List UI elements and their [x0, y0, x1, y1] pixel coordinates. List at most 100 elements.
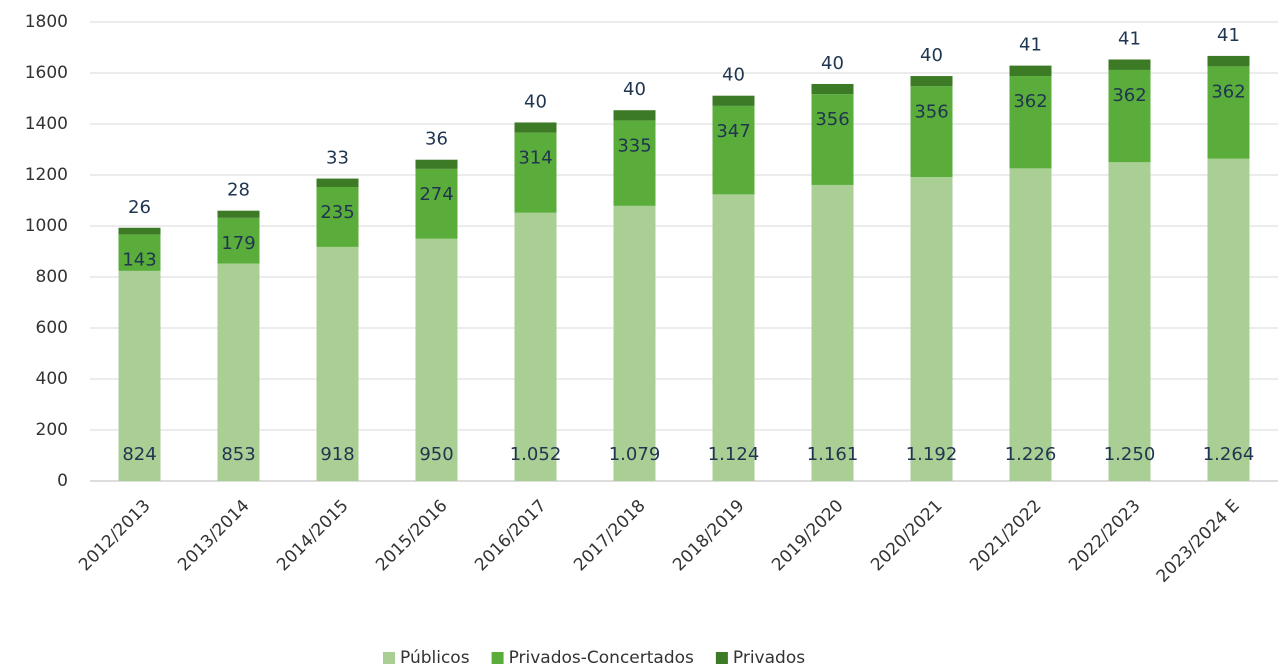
bar-segment	[811, 94, 854, 185]
data-label: 950	[419, 444, 453, 465]
data-label: 40	[821, 53, 844, 74]
data-label: 26	[128, 197, 151, 218]
x-tick-label: 2014/2015	[273, 496, 352, 575]
bar-segment	[316, 186, 359, 247]
data-label: 40	[722, 65, 745, 86]
data-label: 41	[1019, 35, 1042, 56]
x-tick-label: 2013/2014	[174, 496, 253, 575]
legend-swatch	[383, 652, 395, 664]
data-label: 1.250	[1104, 444, 1156, 465]
bar-segment	[613, 110, 656, 121]
x-tick-label: 2016/2017	[471, 496, 550, 575]
bar-segment	[1207, 158, 1250, 481]
bar-segment	[1207, 66, 1250, 159]
y-tick-label: 1000	[25, 216, 68, 236]
data-label: 347	[716, 121, 750, 142]
data-label: 33	[326, 148, 349, 169]
bar-segment	[118, 234, 161, 271]
bar-segment	[415, 159, 458, 169]
data-label: 362	[1112, 85, 1146, 106]
bar-segment	[1108, 162, 1151, 481]
data-label: 1.264	[1203, 444, 1255, 465]
x-tick-label: 2012/2013	[75, 496, 154, 575]
bar-segment	[217, 263, 260, 481]
y-tick-label: 800	[36, 267, 68, 287]
bar-segment	[514, 132, 557, 213]
legend-label: Privados-Concertados	[509, 648, 694, 668]
data-label: 1.226	[1005, 444, 1057, 465]
data-label: 356	[914, 101, 948, 122]
legend-swatch	[715, 652, 728, 664]
x-tick-label: 2023/2024 E	[1153, 496, 1244, 587]
bar-segment	[118, 227, 161, 235]
bar-segment	[316, 246, 359, 481]
x-tick-label: 2018/2019	[669, 496, 748, 575]
bar-segment	[514, 212, 557, 482]
y-tick-label: 1200	[25, 165, 68, 185]
x-tick-label: 2017/2018	[570, 496, 649, 575]
data-label: 335	[617, 135, 651, 156]
data-label: 40	[920, 45, 943, 66]
bar-segment	[1207, 55, 1250, 67]
y-tick-label: 1600	[25, 63, 68, 83]
data-label: 41	[1217, 25, 1240, 46]
legend-label: Privados	[733, 648, 805, 668]
data-label: 28	[227, 180, 250, 201]
data-label: 41	[1118, 28, 1141, 49]
data-label: 179	[221, 233, 255, 254]
data-label: 1.079	[609, 444, 661, 465]
bar-segment	[514, 122, 557, 133]
bar-segment	[712, 95, 755, 106]
data-label: 1.192	[906, 444, 958, 465]
x-tick-label: 2022/2023	[1065, 496, 1144, 575]
bar-segment	[415, 238, 458, 481]
data-label: 1.052	[510, 444, 562, 465]
x-tick-label: 2021/2022	[966, 496, 1045, 575]
data-label: 362	[1013, 91, 1047, 112]
data-label: 1.124	[708, 444, 760, 465]
bar-segment	[712, 105, 755, 195]
bar-segment	[712, 194, 755, 481]
data-label: 40	[623, 79, 646, 100]
y-tick-label: 200	[36, 420, 68, 440]
y-tick-label: 1800	[25, 12, 68, 32]
data-label: 362	[1211, 81, 1245, 102]
bar-segment	[1009, 76, 1052, 169]
bar-segment	[613, 205, 656, 482]
legend-label: Públicos	[400, 648, 470, 668]
y-tick-label: 400	[36, 369, 68, 389]
bar-segment	[910, 177, 953, 482]
bar-segment	[217, 210, 260, 218]
x-tick-label: 2020/2021	[867, 496, 946, 575]
data-label: 853	[221, 444, 255, 465]
y-tick-label: 600	[36, 318, 68, 338]
data-label: 36	[425, 129, 448, 150]
x-tick-label: 2015/2016	[372, 496, 451, 575]
bar-segment	[118, 270, 161, 481]
bar-segment	[217, 217, 260, 264]
bar-segment	[910, 76, 953, 87]
legend-swatch	[491, 652, 504, 664]
bar-segment	[910, 86, 953, 178]
data-label: 274	[419, 184, 453, 205]
data-label: 143	[122, 249, 156, 270]
y-tick-label: 0	[57, 471, 68, 491]
data-label: 40	[524, 91, 547, 112]
data-label: 235	[320, 202, 354, 223]
bar-segment	[1108, 69, 1151, 163]
bar-segment	[613, 120, 656, 206]
bar-segment	[1108, 59, 1151, 70]
bar-segment	[811, 83, 854, 95]
y-tick-label: 1400	[25, 114, 68, 134]
bar-segment	[1009, 168, 1052, 481]
data-label: 824	[122, 444, 156, 465]
x-tick-label: 2019/2020	[768, 496, 847, 575]
data-label: 1.161	[807, 444, 859, 465]
bar-segment	[1009, 65, 1052, 77]
data-label: 918	[320, 444, 354, 465]
data-label: 314	[518, 148, 552, 169]
bar-segment	[811, 184, 854, 481]
bar-segment	[415, 168, 458, 239]
data-label: 356	[815, 109, 849, 130]
